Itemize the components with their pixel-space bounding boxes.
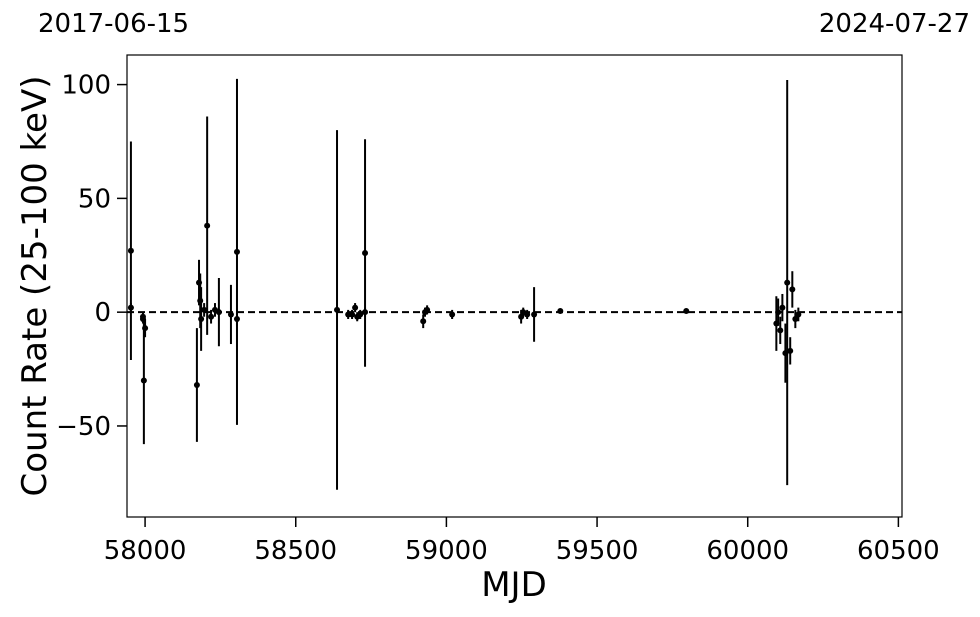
data-point [784,279,791,286]
data-point [420,318,427,325]
x-axis-label: MJD [481,565,547,605]
data-point [789,286,796,293]
plot-frame [126,54,903,518]
data-point [531,311,538,318]
data-point [334,306,341,313]
y-tick-label: 100 [61,71,111,101]
end-date: 2024-07-27 [819,9,970,39]
data-point [779,304,786,311]
data-point [777,327,784,334]
data-point [208,313,215,320]
x-tick-label: 60000 [706,536,789,566]
data-point [795,311,802,318]
data-point [524,311,531,318]
y-tick-label: −50 [56,412,111,442]
start-date: 2017-06-15 [38,9,189,39]
data-point [227,311,234,318]
x-tick-label: 58000 [104,536,187,566]
data-point [357,311,364,318]
data-point [683,308,690,315]
x-tick-label: 59000 [405,536,488,566]
y-tick-label: 0 [94,298,111,328]
x-tick-label: 58500 [254,536,337,566]
data-point [193,382,200,388]
data-point [142,325,149,332]
data-point [352,304,359,311]
data-point [140,377,147,384]
x-tick-label: 59500 [556,536,639,566]
data-point [787,347,794,354]
data-point [127,304,134,311]
data-point [233,248,240,255]
data-point [127,247,134,254]
data-point [349,311,356,318]
y-tick-label: 50 [78,184,111,214]
data-point [362,250,369,256]
data-point [557,308,564,315]
data-point [449,311,456,318]
data-point [233,316,240,322]
data-point [204,222,211,229]
data-point [362,309,369,316]
data-point [424,306,431,313]
data-point [775,309,782,316]
y-axis-label: Count Rate (25-100 keV) [15,76,55,497]
x-tick-label: 60500 [857,536,940,566]
data-point [215,309,222,316]
data-point [792,316,799,322]
data-point [201,306,208,313]
data-point [198,316,205,322]
